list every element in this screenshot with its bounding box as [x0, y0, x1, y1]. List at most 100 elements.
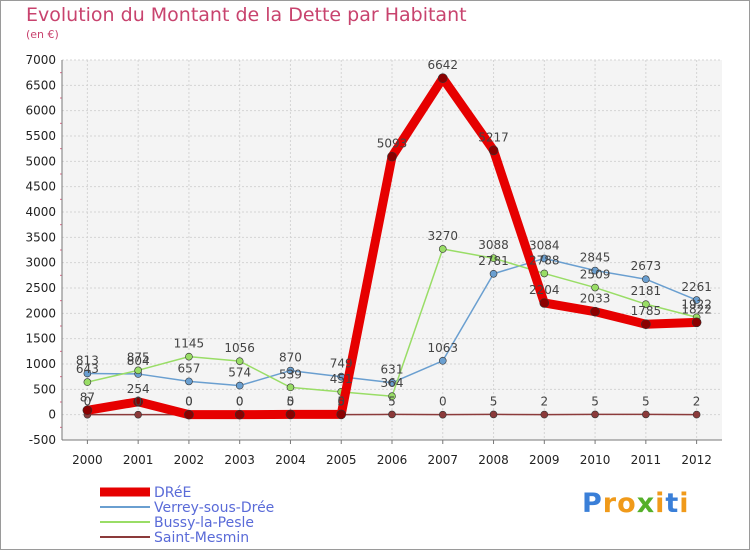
data-label: 0 [84, 395, 92, 409]
data-point [184, 409, 194, 420]
data-label: 5 [591, 394, 599, 408]
data-point [488, 145, 499, 156]
data-label: 813 [76, 353, 99, 367]
data-label: 1822 [681, 302, 712, 316]
data-label: 539 [279, 367, 302, 381]
logo-letter: i [655, 488, 666, 519]
data-label: 2781 [478, 254, 509, 268]
data-point [134, 366, 142, 375]
data-point [235, 381, 244, 390]
data-point [692, 410, 701, 419]
data-label: 804 [127, 354, 150, 368]
legend-label: DRéE [154, 485, 191, 501]
data-label: 749 [330, 357, 353, 371]
data-label: 2788 [529, 253, 560, 267]
data-point [437, 73, 448, 83]
x-tick-label: 2006 [377, 453, 408, 467]
data-label: 657 [177, 361, 200, 375]
data-label: 0 [134, 395, 142, 409]
data-point [234, 409, 245, 420]
data-point [388, 378, 396, 387]
data-label: 0 [337, 395, 345, 409]
data-label: 5 [287, 394, 295, 408]
data-label: 2509 [580, 268, 611, 282]
data-label: 3084 [529, 238, 560, 252]
data-point [642, 300, 650, 308]
data-label: 2181 [631, 284, 662, 298]
x-tick-label: 2010 [580, 453, 611, 467]
data-point [489, 254, 498, 263]
x-tick-label: 2002 [174, 453, 205, 467]
data-label: 451 [330, 372, 353, 386]
data-label: 875 [127, 350, 150, 364]
data-point [540, 254, 549, 263]
data-label: 1922 [681, 297, 712, 311]
data-point [82, 405, 93, 416]
data-point [590, 306, 600, 317]
x-tick-label: 2004 [275, 453, 306, 467]
y-tick-label: 2500 [25, 281, 56, 295]
data-label: 870 [279, 351, 302, 365]
x-tick-label: 2000 [72, 453, 103, 467]
y-tick-label: 1000 [25, 357, 56, 371]
legend: DRéEVerrey-sous-DréeBussy-la-PesleSaint-… [100, 485, 274, 546]
data-point [388, 410, 396, 419]
y-tick-label: 3500 [25, 230, 56, 244]
data-point [641, 319, 651, 330]
data-label: 1056 [224, 341, 255, 355]
legend-label: Bussy-la-Pesle [154, 515, 254, 531]
data-label: 2 [693, 395, 701, 409]
data-point [591, 283, 599, 292]
data-label: 1785 [631, 304, 662, 318]
data-point [134, 410, 142, 419]
x-tick-label: 2012 [681, 453, 712, 467]
data-label: 0 [185, 395, 193, 409]
y-tick-label: 1500 [25, 332, 56, 346]
axis-layer: -500050010001500200025003000350040004500… [25, 53, 722, 467]
data-point [185, 377, 193, 386]
x-tick-label: 2007 [427, 453, 458, 467]
data-label: 364 [381, 376, 404, 390]
y-tick-label: 500 [33, 382, 56, 396]
y-tick-label: 2000 [25, 306, 56, 320]
data-label: 2033 [580, 292, 611, 306]
data-point [540, 269, 549, 278]
data-label: 5 [388, 394, 396, 408]
x-tick-label: 2003 [224, 453, 255, 467]
chart-unit: (en €) [26, 28, 59, 41]
logo-letter: o [617, 488, 637, 519]
data-point [692, 296, 701, 304]
data-point [642, 410, 650, 419]
data-label: 5 [337, 394, 345, 408]
logo-letter: P [582, 488, 603, 519]
data-label: 254 [127, 382, 150, 396]
data-label: 2673 [631, 259, 662, 273]
data-point [133, 396, 143, 407]
data-label: 0 [439, 395, 447, 409]
data-point [286, 383, 295, 392]
y-tick-label: 6000 [25, 104, 56, 118]
data-label: 2204 [529, 283, 560, 297]
y-tick-label: 5000 [25, 154, 56, 168]
data-point [691, 317, 702, 328]
data-point [285, 409, 296, 420]
data-label: 0 [236, 395, 244, 409]
data-point [83, 369, 92, 378]
data-point [388, 392, 396, 401]
data-label: 1063 [427, 341, 458, 355]
x-tick-label: 2005 [326, 453, 357, 467]
logo-letter: i [679, 488, 690, 519]
data-point [235, 357, 244, 365]
data-point [591, 266, 599, 275]
y-tick-label: 5500 [25, 129, 56, 143]
data-label: 574 [228, 366, 251, 380]
logo-letter: r [602, 488, 618, 519]
y-tick-label: 4500 [25, 180, 56, 194]
data-label: 5093 [377, 137, 408, 151]
chart-title: Evolution du Montant de la Dette par Hab… [26, 4, 467, 26]
legend-label: Saint-Mesmin [154, 530, 249, 546]
logo-letter: x [636, 488, 656, 519]
data-point [489, 410, 498, 419]
